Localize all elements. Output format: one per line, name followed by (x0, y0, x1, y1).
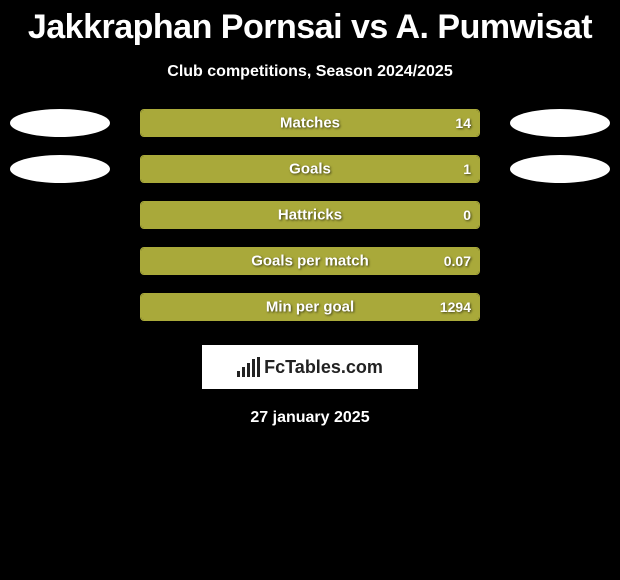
logo-box: FcTables.com (202, 345, 418, 389)
stat-label: Goals per match (251, 253, 369, 270)
stat-row: Hattricks 0 (0, 201, 620, 229)
stat-bar: Goals per match 0.07 (140, 247, 480, 275)
page-subtitle: Club competitions, Season 2024/2025 (0, 63, 620, 81)
left-ellipse (10, 109, 110, 137)
stat-label: Goals (289, 161, 331, 178)
stat-value-right: 0 (463, 207, 471, 223)
stat-label: Min per goal (266, 299, 354, 316)
stat-value-right: 1294 (440, 299, 471, 315)
stat-value-right: 0.07 (444, 253, 471, 269)
stat-bar: Matches 14 (140, 109, 480, 137)
stat-row: Goals 1 (0, 155, 620, 183)
right-ellipse (510, 109, 610, 137)
stat-row: Min per goal 1294 (0, 293, 620, 321)
page-title: Jakkraphan Pornsai vs A. Pumwisat (0, 0, 620, 47)
stat-label: Matches (280, 115, 340, 132)
stat-bar: Hattricks 0 (140, 201, 480, 229)
left-ellipse (10, 155, 110, 183)
right-ellipse (510, 155, 610, 183)
stat-row: Goals per match 0.07 (0, 247, 620, 275)
stat-value-right: 1 (463, 161, 471, 177)
stats-container: Matches 14 Goals 1 Hattricks 0 Goals per… (0, 109, 620, 321)
stat-label: Hattricks (278, 207, 342, 224)
logo-text: FcTables.com (264, 357, 383, 378)
stat-bar: Min per goal 1294 (140, 293, 480, 321)
stat-bar: Goals 1 (140, 155, 480, 183)
stat-row: Matches 14 (0, 109, 620, 137)
stat-value-right: 14 (455, 115, 471, 131)
date-text: 27 january 2025 (0, 409, 620, 427)
bar-chart-icon (237, 357, 260, 377)
